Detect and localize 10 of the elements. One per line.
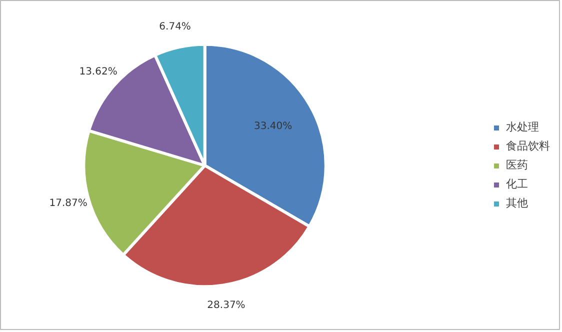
data-label: 17.87% xyxy=(49,198,88,209)
data-label: 33.40% xyxy=(254,120,292,132)
legend-label: 其他 xyxy=(506,196,528,210)
data-label: 13.62% xyxy=(79,66,118,78)
data-label: 28.37% xyxy=(207,300,246,312)
data-label: 6.74% xyxy=(159,21,191,32)
legend-label: 化工 xyxy=(506,176,528,192)
legend-label: 水处理 xyxy=(506,120,539,134)
legend-label: 食品饮料 xyxy=(506,138,550,154)
legend-label: 医药 xyxy=(506,158,528,172)
